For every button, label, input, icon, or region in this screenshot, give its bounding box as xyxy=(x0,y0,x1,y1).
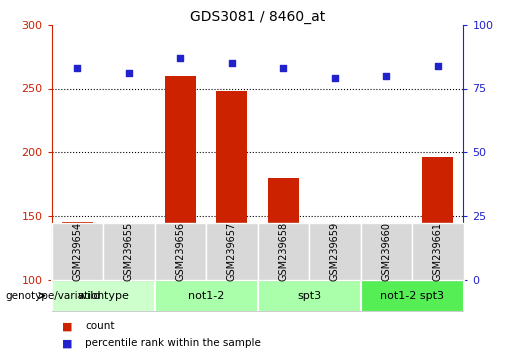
Point xyxy=(176,55,184,61)
Text: GSM239657: GSM239657 xyxy=(227,222,237,281)
Point xyxy=(434,63,442,68)
Bar xyxy=(165,76,196,354)
Title: GDS3081 / 8460_at: GDS3081 / 8460_at xyxy=(190,10,325,24)
Point xyxy=(279,65,287,71)
Text: GSM239660: GSM239660 xyxy=(381,222,391,281)
Text: spt3: spt3 xyxy=(297,291,321,301)
Point xyxy=(73,65,81,71)
Point xyxy=(331,75,339,81)
Text: GSM239658: GSM239658 xyxy=(278,222,288,281)
Text: GSM239659: GSM239659 xyxy=(330,222,340,281)
Point xyxy=(125,70,133,76)
Bar xyxy=(206,223,258,280)
Bar xyxy=(371,262,402,354)
Bar xyxy=(268,178,299,354)
Bar xyxy=(103,223,154,280)
Text: GSM239661: GSM239661 xyxy=(433,222,443,281)
Text: count: count xyxy=(85,321,114,331)
Text: wild type: wild type xyxy=(78,291,128,301)
Text: percentile rank within the sample: percentile rank within the sample xyxy=(85,338,261,348)
Text: GSM239655: GSM239655 xyxy=(124,222,134,281)
Point xyxy=(228,60,236,66)
Bar xyxy=(154,223,206,280)
Bar xyxy=(258,223,309,280)
Bar xyxy=(52,223,103,280)
Text: genotype/variation: genotype/variation xyxy=(5,291,104,301)
Bar xyxy=(154,280,258,312)
Bar xyxy=(216,91,247,354)
Bar xyxy=(113,238,144,354)
Text: not1-2 spt3: not1-2 spt3 xyxy=(380,291,444,301)
Bar xyxy=(62,222,93,354)
Bar xyxy=(360,223,412,280)
Bar xyxy=(258,280,360,312)
Point xyxy=(382,73,390,79)
Bar xyxy=(309,223,360,280)
Text: GSM239656: GSM239656 xyxy=(175,222,185,281)
Bar xyxy=(412,223,464,280)
Text: ■: ■ xyxy=(62,321,72,331)
Text: GSM239654: GSM239654 xyxy=(72,222,82,281)
Text: ■: ■ xyxy=(62,338,72,348)
Bar xyxy=(319,261,350,354)
Bar xyxy=(422,157,453,354)
Bar xyxy=(360,280,464,312)
Text: not1-2: not1-2 xyxy=(188,291,224,301)
Bar xyxy=(52,280,154,312)
